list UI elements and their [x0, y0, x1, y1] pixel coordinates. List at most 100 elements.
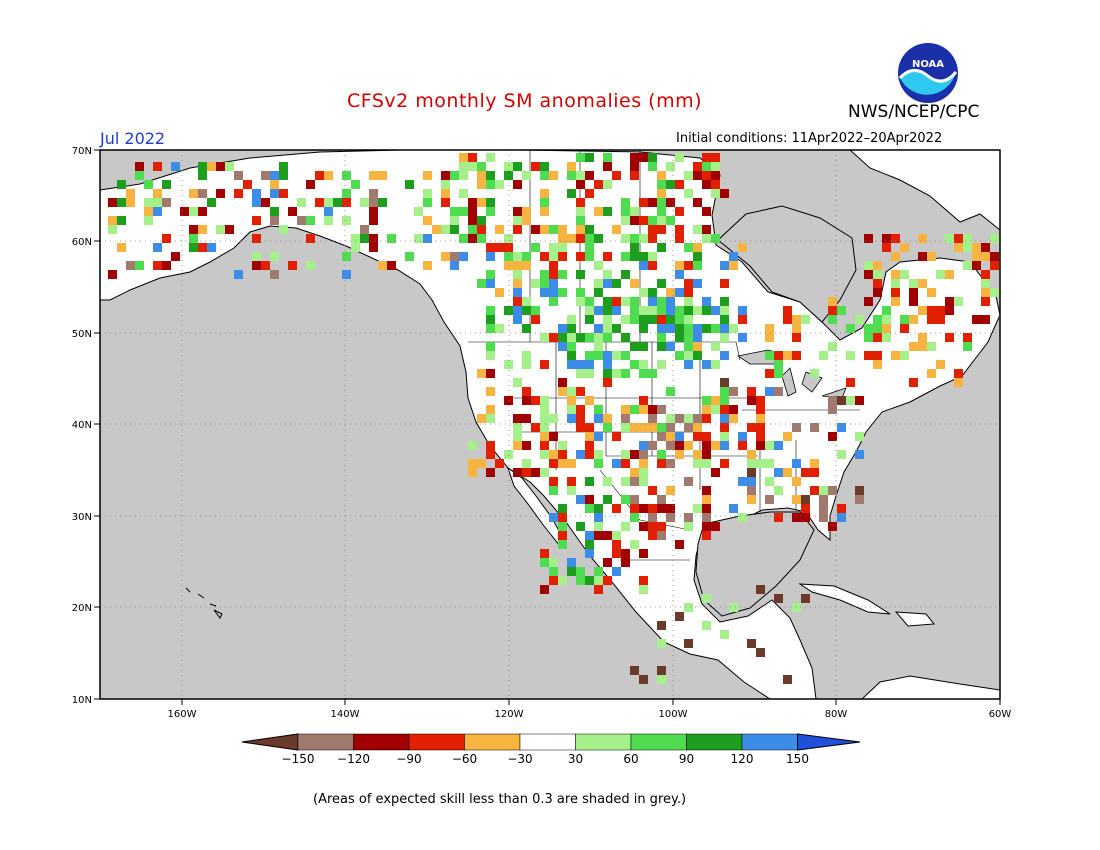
- anomaly-cell: [585, 450, 594, 459]
- anomaly-cell: [558, 441, 567, 450]
- anomaly-cell: [612, 459, 621, 468]
- anomaly-cell: [720, 396, 729, 405]
- anomaly-cell: [702, 513, 711, 522]
- anomaly-cell: [315, 171, 324, 180]
- anomaly-cell: [189, 243, 198, 252]
- anomaly-cell: [738, 315, 747, 324]
- anomaly-cell: [612, 531, 621, 540]
- lon-label-160w: 160W: [168, 709, 197, 720]
- anomaly-cell: [504, 162, 513, 171]
- anomaly-cell: [819, 504, 828, 513]
- anomaly-cell: [558, 576, 567, 585]
- anomaly-cell: [522, 396, 531, 405]
- anomaly-cell: [162, 180, 171, 189]
- anomaly-cell: [756, 405, 765, 414]
- anomaly-cell: [387, 261, 396, 270]
- anomaly-cell: [729, 252, 738, 261]
- anomaly-cell: [567, 351, 576, 360]
- anomaly-cell: [621, 459, 630, 468]
- anomaly-cell: [639, 576, 648, 585]
- anomaly-cell: [459, 234, 468, 243]
- anomaly-cell: [666, 288, 675, 297]
- anomaly-cell: [639, 306, 648, 315]
- anomaly-cell: [261, 261, 270, 270]
- anomaly-cell: [513, 270, 522, 279]
- anomaly-cell: [369, 234, 378, 243]
- anomaly-cell: [702, 405, 711, 414]
- anomaly-cell: [477, 234, 486, 243]
- color-bar-swatch: [353, 733, 410, 751]
- anomaly-cell: [279, 189, 288, 198]
- anomaly-cell: [558, 450, 567, 459]
- anomaly-cell: [567, 162, 576, 171]
- anomaly-cell: [234, 270, 243, 279]
- anomaly-cell: [126, 198, 135, 207]
- anomaly-cell: [468, 234, 477, 243]
- anomaly-cell: [207, 243, 216, 252]
- anomaly-cell: [765, 387, 774, 396]
- anomaly-cell: [288, 261, 297, 270]
- anomaly-cell: [693, 450, 702, 459]
- anomaly-cell: [684, 522, 693, 531]
- anomaly-cell: [729, 603, 738, 612]
- anomaly-cell: [612, 549, 621, 558]
- anomaly-cell: [837, 450, 846, 459]
- anomaly-cell: [702, 459, 711, 468]
- anomaly-cell: [765, 495, 774, 504]
- anomaly-cell: [639, 477, 648, 486]
- anomaly-cell: [549, 333, 558, 342]
- anomaly-cell: [486, 153, 495, 162]
- anomaly-cell: [675, 351, 684, 360]
- anomaly-cell: [441, 225, 450, 234]
- anomaly-cell: [450, 171, 459, 180]
- anomaly-cell: [936, 315, 945, 324]
- lat-label-70n: 70N: [72, 146, 92, 157]
- anomaly-cell: [684, 639, 693, 648]
- anomaly-cell: [477, 225, 486, 234]
- anomaly-cell: [576, 414, 585, 423]
- anomaly-cell: [927, 369, 936, 378]
- anomaly-cell: [513, 441, 522, 450]
- anomaly-cell: [405, 252, 414, 261]
- anomaly-cell: [630, 153, 639, 162]
- anomaly-cell: [558, 531, 567, 540]
- anomaly-cell: [450, 252, 459, 261]
- anomaly-cell: [954, 243, 963, 252]
- anomaly-cell: [468, 216, 477, 225]
- anomaly-cell: [837, 423, 846, 432]
- anomaly-cell: [612, 306, 621, 315]
- anomaly-cell: [639, 288, 648, 297]
- anomaly-cell: [369, 243, 378, 252]
- anomaly-cell: [702, 531, 711, 540]
- anomaly-cell: [612, 171, 621, 180]
- anomaly-cell: [567, 558, 576, 567]
- anomaly-cell: [342, 216, 351, 225]
- anomaly-cell: [693, 342, 702, 351]
- lat-label-10n: 10N: [72, 695, 92, 706]
- anomaly-cell: [594, 513, 603, 522]
- anomaly-cell: [963, 261, 972, 270]
- anomaly-cell: [945, 333, 954, 342]
- initial-conditions-label: Initial conditions: 11Apr2022–20Apr2022: [676, 131, 943, 146]
- anomaly-cell: [261, 171, 270, 180]
- anomaly-cell: [198, 225, 207, 234]
- anomaly-cell: [639, 468, 648, 477]
- anomaly-cell: [540, 189, 549, 198]
- color-bar-label: 90: [679, 752, 694, 766]
- anomaly-cell: [765, 369, 774, 378]
- anomaly-cell: [324, 171, 333, 180]
- anomaly-cell: [639, 198, 648, 207]
- anomaly-cell: [639, 234, 648, 243]
- anomaly-cell: [585, 576, 594, 585]
- anomaly-cell: [504, 396, 513, 405]
- anomaly-cell: [639, 522, 648, 531]
- anomaly-cell: [657, 297, 666, 306]
- anomaly-cell: [810, 459, 819, 468]
- anomaly-cell: [702, 450, 711, 459]
- anomaly-cell: [711, 468, 720, 477]
- anomaly-cell: [648, 513, 657, 522]
- anomaly-cell: [144, 207, 153, 216]
- anomaly-cell: [468, 207, 477, 216]
- anomaly-cell: [783, 675, 792, 684]
- anomaly-cell: [153, 243, 162, 252]
